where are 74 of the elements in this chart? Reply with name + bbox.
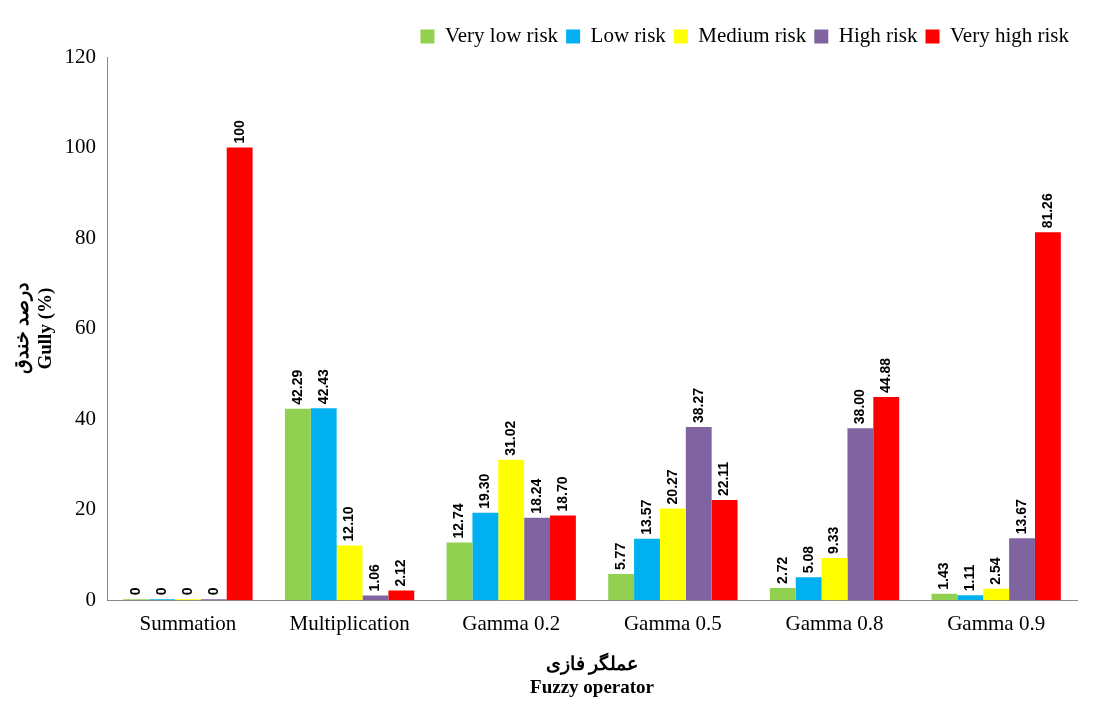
bar	[310, 408, 337, 601]
bar	[388, 590, 415, 601]
data-label: 1.11	[961, 564, 978, 592]
data-label: 1.43	[935, 562, 952, 590]
bar	[711, 500, 738, 601]
bar	[634, 538, 660, 601]
bar	[336, 545, 363, 601]
bar	[1009, 538, 1035, 601]
data-label: 13.67	[1012, 499, 1029, 535]
data-label: 19.30	[476, 473, 493, 509]
x-tick-label: Gamma 0.2	[462, 611, 561, 636]
data-label: 81.26	[1038, 193, 1055, 229]
data-label: 38.27	[689, 387, 706, 423]
x-tick-label: Gamma 0.5	[623, 611, 722, 636]
bar	[873, 397, 900, 601]
y-tick-label: 80	[75, 224, 97, 249]
bar	[1034, 232, 1061, 601]
data-label: 0	[127, 587, 144, 596]
data-label: 18.70	[553, 476, 570, 512]
data-label: 0	[178, 587, 195, 596]
data-label: 5.77	[612, 542, 629, 571]
y-tick-label: 0	[85, 586, 97, 611]
data-label: 9.33	[825, 526, 842, 554]
legend-label: Very high risk	[950, 23, 1070, 48]
x-tick-label: Summation	[139, 611, 237, 636]
data-label: 42.29	[288, 369, 305, 405]
bar	[931, 593, 958, 601]
data-label: 2.12	[392, 559, 409, 587]
legend-label: Very low risk	[444, 23, 559, 48]
legend-label: Medium risk	[698, 23, 807, 48]
bar	[362, 595, 389, 601]
x-tick-label: Multiplication	[289, 611, 411, 636]
legend-label: Low risk	[590, 23, 667, 48]
y-tick-label: 100	[64, 134, 97, 159]
y-tick-label: 40	[75, 405, 97, 430]
data-label: 5.08	[799, 545, 816, 574]
x-tick-label: Gamma 0.9	[947, 611, 1046, 636]
data-label: 31.02	[502, 420, 519, 456]
legend-label: High risk	[838, 23, 919, 48]
bar	[550, 515, 576, 601]
y-tick-label: 20	[75, 496, 97, 521]
y-tick-label: 60	[75, 315, 97, 340]
data-label: 12.74	[450, 503, 467, 539]
bar	[847, 428, 874, 601]
bar	[284, 408, 311, 601]
bar	[226, 147, 253, 601]
data-label: 18.24	[527, 478, 544, 514]
bar	[795, 577, 822, 601]
data-label: 22.11	[715, 461, 732, 497]
data-label: 13.57	[637, 499, 654, 535]
bar	[769, 587, 796, 601]
bar	[983, 588, 1010, 601]
data-label: 38.00	[851, 388, 868, 425]
data-label: 12.10	[340, 506, 357, 542]
bar	[608, 574, 635, 601]
data-label: 44.88	[877, 357, 894, 394]
data-label: 2.72	[773, 556, 790, 584]
bar	[524, 517, 551, 601]
data-label: 1.06	[366, 563, 383, 592]
bar	[957, 595, 984, 601]
data-label: 100	[230, 119, 247, 144]
y-tick-label: 120	[64, 43, 97, 68]
data-label: 20.27	[663, 469, 680, 505]
bar	[659, 508, 686, 601]
bar	[498, 459, 525, 601]
bar	[685, 426, 712, 601]
data-label: 2.54	[987, 557, 1004, 585]
bar	[472, 512, 499, 601]
bar	[446, 542, 473, 601]
x-tick-label: Gamma 0.8	[785, 611, 884, 636]
data-label: 0	[204, 587, 221, 596]
data-label: 0	[152, 587, 169, 596]
data-label: 42.43	[314, 368, 331, 405]
bar	[821, 557, 848, 601]
